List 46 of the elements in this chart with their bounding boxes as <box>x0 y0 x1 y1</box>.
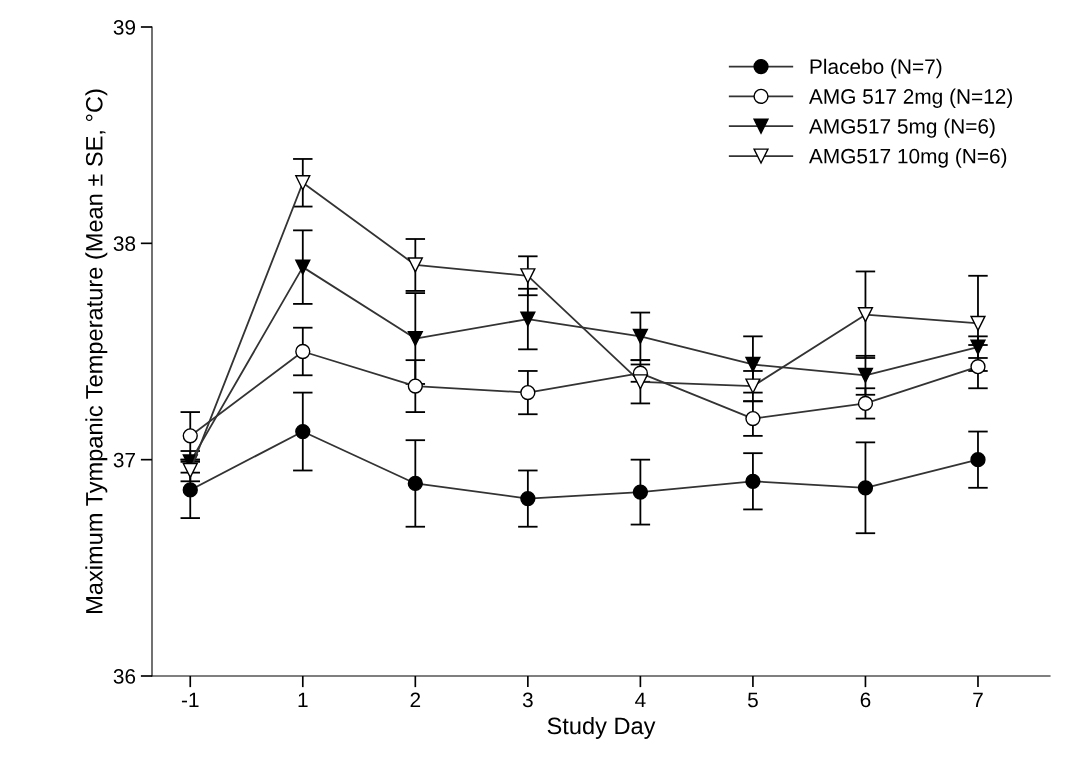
x-tick-label: 4 <box>635 692 646 708</box>
point <box>295 175 311 191</box>
point <box>745 410 761 427</box>
point <box>520 268 536 284</box>
point <box>182 428 198 444</box>
point <box>970 359 986 375</box>
x-tick-label: 1 <box>298 692 308 708</box>
point <box>520 311 536 327</box>
y-axis-title: Maximum Tympanic Temperature (Mean ± SE, °C) <box>85 89 108 613</box>
x-tick-label: -1 <box>181 692 199 708</box>
point <box>970 452 986 468</box>
point <box>632 484 649 500</box>
legend-label: Placebo (N=7) <box>810 58 942 79</box>
point <box>295 259 311 275</box>
x-tick-label: 5 <box>747 692 758 708</box>
point <box>520 384 536 401</box>
x-tick-label: 3 <box>522 692 533 708</box>
point <box>857 307 874 323</box>
point <box>407 475 423 492</box>
point <box>857 395 874 412</box>
point <box>857 367 874 383</box>
point <box>745 356 761 373</box>
x-tick-label: 7 <box>973 692 983 708</box>
x-axis-title: Study Day <box>547 716 656 739</box>
y-tick-label: 39 <box>113 20 136 35</box>
legend-label: AMG517 10mg (N=6) <box>808 148 1007 168</box>
point <box>182 482 198 498</box>
legend-label: AMG517 5mg (N=6) <box>808 118 995 138</box>
point <box>295 423 311 440</box>
point <box>520 490 536 507</box>
x-tick-label: 2 <box>410 692 421 708</box>
point <box>857 480 874 496</box>
legend-label: AMG 517 2mg (N=12) <box>808 88 1013 108</box>
point <box>407 257 423 273</box>
point <box>745 378 761 394</box>
y-tick-label: 36 <box>113 669 136 684</box>
point <box>970 315 986 332</box>
y-tick-label: 38 <box>113 236 136 252</box>
point <box>295 343 311 360</box>
point <box>407 330 423 347</box>
x-tick-label: 6 <box>860 692 871 708</box>
y-tick-label: 37 <box>113 452 135 468</box>
point <box>407 378 423 394</box>
point <box>745 473 761 489</box>
point <box>632 328 649 344</box>
point <box>632 374 649 390</box>
